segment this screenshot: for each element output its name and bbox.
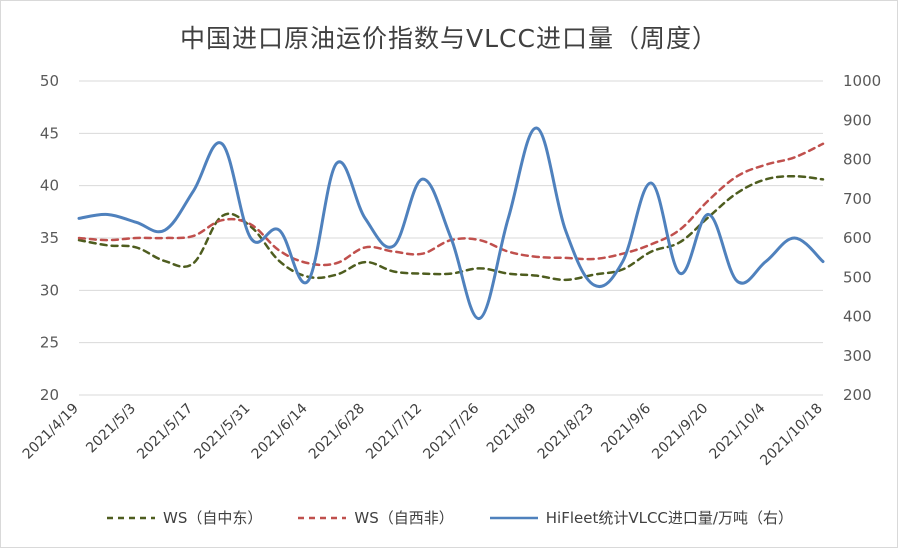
y-left-tick-label: 20	[40, 386, 59, 404]
x-tick-label: 2021/8/23	[535, 401, 597, 463]
chart-title: 中国进口原油运价指数与VLCC进口量（周度）	[180, 24, 718, 53]
y-left-tick-label: 40	[40, 177, 59, 195]
y-right-tick-label: 500	[843, 268, 872, 286]
x-tick-label: 2021/5/3	[83, 401, 139, 457]
legend-label: WS（自中东）	[163, 509, 263, 527]
x-tick-label: 2021/9/6	[598, 400, 654, 456]
x-tick-label: 2021/6/28	[306, 401, 368, 463]
legend-item-2: WS（自西非）	[296, 507, 454, 528]
legend-swatch	[107, 516, 156, 519]
series-line-3	[77, 126, 825, 320]
legend: WS（自中东） WS（自西非） HiFleet统计VLCC进口量/万吨（右）	[1, 507, 897, 528]
y-right-tick-label: 300	[843, 347, 872, 365]
y-right-tick-label: 700	[843, 190, 872, 208]
x-tick-label: 2021/10/18	[757, 401, 825, 469]
x-tick-label: 2021/4/19	[20, 401, 82, 463]
legend-label: HiFleet统计VLCC进口量/万吨（右）	[545, 509, 793, 527]
y-left-tick-label: 25	[40, 334, 59, 352]
y-left-tick-label: 30	[40, 281, 59, 299]
y-right-tick-label: 600	[843, 229, 872, 247]
x-tick-label: 2021/6/14	[249, 400, 311, 462]
y-left-tick-label: 50	[40, 72, 59, 90]
series-line-1	[77, 174, 825, 282]
legend-swatch	[489, 516, 538, 519]
legend-item-1: WS（自中东）	[105, 507, 262, 528]
y-right-tick-label: 900	[843, 111, 872, 129]
y-left-tick-label: 35	[40, 229, 59, 247]
x-tick-label: 2021/8/9	[484, 401, 540, 457]
y-right-tick-label: 800	[843, 151, 872, 169]
legend-label: WS（自西非）	[354, 509, 454, 527]
x-tick-label: 2021/5/31	[191, 401, 253, 463]
y-right-tick-label: 200	[843, 386, 872, 404]
legend-swatch	[298, 516, 347, 519]
legend-item-3: HiFleet统计VLCC进口量/万吨（右）	[488, 507, 793, 528]
y-right-tick-label: 400	[843, 308, 872, 326]
y-right-tick-label: 1000	[843, 72, 881, 90]
series-line-2	[77, 142, 825, 267]
x-tick-label: 2021/7/12	[363, 401, 425, 463]
x-tick-label: 2021/5/17	[134, 401, 196, 463]
y-left-tick-label: 45	[40, 124, 59, 142]
line-chart: 20 25 30 35 40 45 50 200 300 400 500 600 700 800 900 10…	[20, 72, 881, 469]
x-tick-label: 2021/10/4	[707, 400, 769, 462]
x-tick-label: 2021/9/20	[649, 401, 711, 463]
x-tick-label: 2021/7/26	[420, 400, 482, 462]
